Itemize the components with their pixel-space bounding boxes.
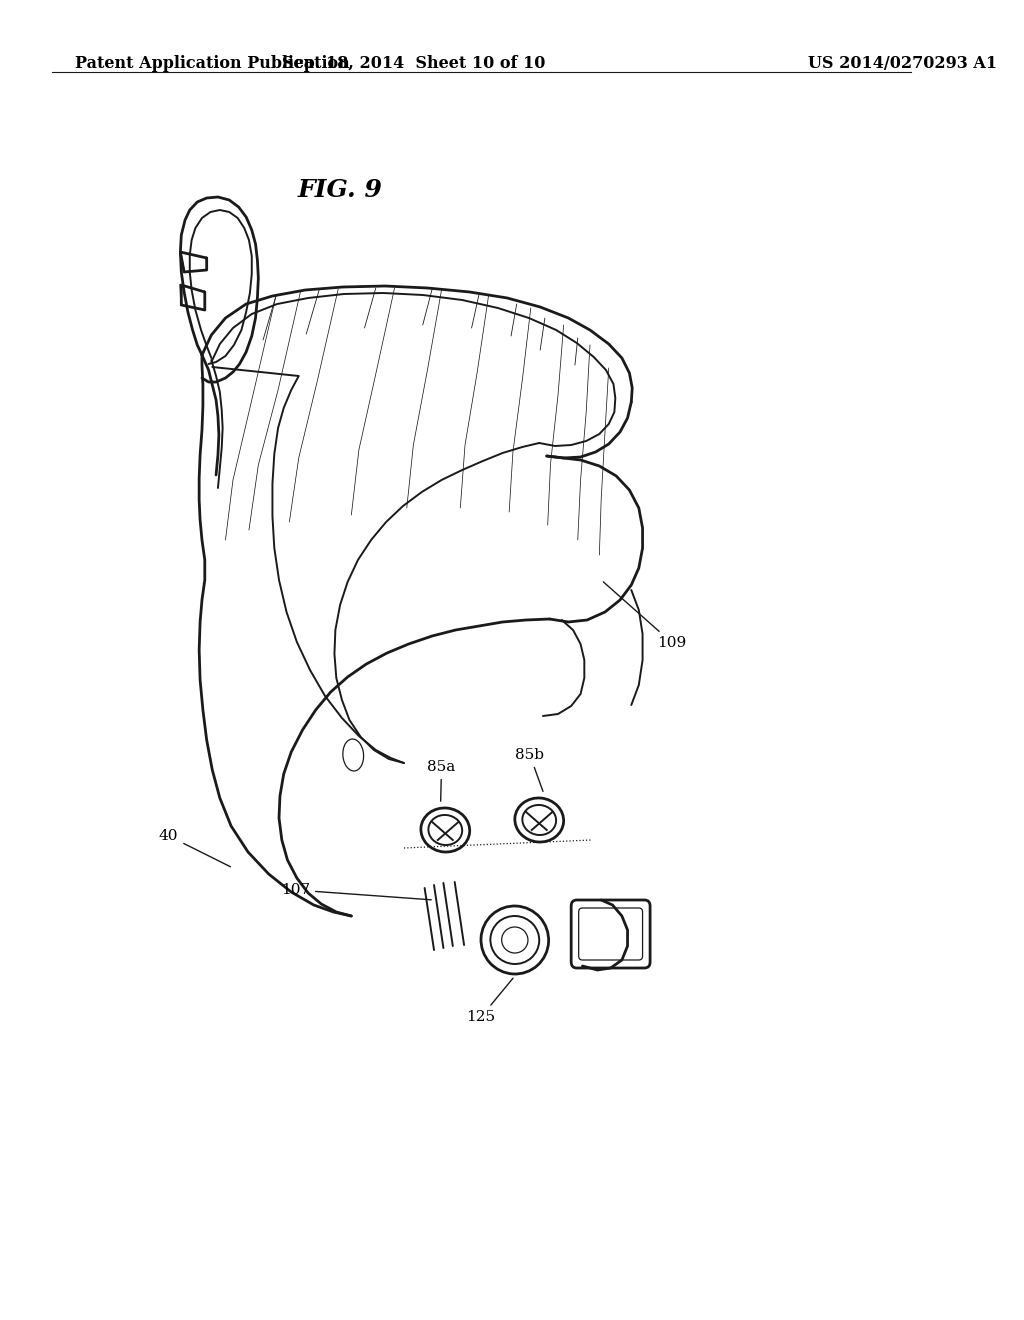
Text: FIG. 9: FIG. 9 [298, 178, 383, 202]
Text: Patent Application Publication: Patent Application Publication [75, 55, 350, 73]
Text: 125: 125 [466, 978, 513, 1024]
Text: 109: 109 [603, 582, 687, 649]
Text: Sep. 18, 2014  Sheet 10 of 10: Sep. 18, 2014 Sheet 10 of 10 [282, 55, 545, 73]
Text: 40: 40 [159, 829, 230, 867]
Text: US 2014/0270293 A1: US 2014/0270293 A1 [808, 55, 997, 73]
Text: 85a: 85a [427, 760, 456, 801]
Text: 85b: 85b [515, 748, 545, 792]
Text: 107: 107 [281, 883, 431, 900]
